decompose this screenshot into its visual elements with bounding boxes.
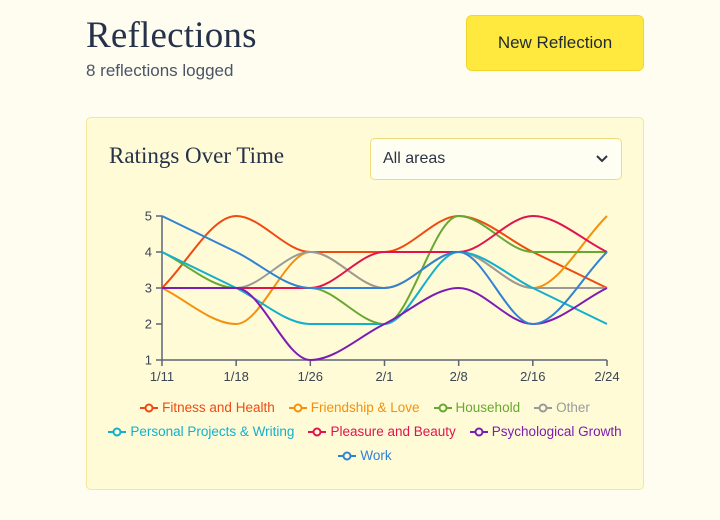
area-filter-select[interactable]: All areas <box>370 138 622 180</box>
legend-label: Personal Projects & Writing <box>130 424 295 439</box>
legend-marker-icon <box>108 427 127 436</box>
legend-item[interactable]: Friendship & Love <box>288 399 420 416</box>
series-line-household <box>161 214 607 326</box>
legend-marker-icon <box>534 403 553 412</box>
chevron-down-icon <box>596 155 608 163</box>
ratings-line-chart: 1 2 3 4 5 1/11 1/18 1/26 2/1 2/8 2/16 2/24 <box>145 209 620 385</box>
legend-item[interactable]: Work <box>338 447 392 464</box>
legend-marker-icon <box>338 451 357 460</box>
x-tick-label: 1/11 <box>150 369 174 384</box>
y-tick-label: 4 <box>145 245 152 260</box>
legend-item[interactable]: Pleasure and Beauty <box>308 423 456 440</box>
legend-marker-icon <box>433 403 452 412</box>
legend-marker-icon <box>140 403 159 412</box>
legend-marker-icon <box>469 427 488 436</box>
series-line-work <box>161 215 608 326</box>
y-tick-label: 2 <box>145 317 152 332</box>
series-line-other <box>162 250 607 290</box>
x-tick-label: 2/8 <box>450 369 468 384</box>
legend-label: Household <box>455 400 521 415</box>
legend-item[interactable]: Fitness and Health <box>140 399 275 416</box>
x-tick-label: 2/16 <box>520 369 545 384</box>
chart-title: Ratings Over Time <box>109 143 285 168</box>
legend-marker-icon <box>308 427 327 436</box>
legend-item[interactable]: Household <box>433 399 521 416</box>
legend-label: Friendship & Love <box>310 400 420 415</box>
legend-label: Work <box>360 448 392 463</box>
chart-legend: Fitness and Health Friendship & Love House… <box>87 399 643 464</box>
x-tick-label: 1/18 <box>224 369 249 384</box>
legend-label: Psychological Growth <box>491 424 622 439</box>
legend-item[interactable]: Psychological Growth <box>469 423 622 440</box>
legend-label: Other <box>556 400 590 415</box>
page-title: Reflections <box>86 15 257 56</box>
reflection-count: 8 reflections logged <box>86 61 234 80</box>
x-tick-label: 1/26 <box>298 369 323 384</box>
y-tick-label: 3 <box>145 281 152 296</box>
x-tick-label: 2/24 <box>594 369 619 384</box>
legend-item[interactable]: Other <box>534 399 590 416</box>
x-tick-label: 2/1 <box>375 369 393 384</box>
area-filter-value: All areas <box>383 150 446 167</box>
chart-card: Ratings Over Time All areas 1 2 3 4 5 1/11 1/1… <box>86 117 644 490</box>
legend-label: Pleasure and Beauty <box>330 424 456 439</box>
series-line-friendship-love <box>161 215 608 326</box>
legend-item[interactable]: Personal Projects & Writing <box>108 423 294 440</box>
y-tick-label: 5 <box>145 209 152 224</box>
legend-marker-icon <box>288 403 307 412</box>
y-tick-label: 1 <box>145 353 152 368</box>
new-reflection-button[interactable]: New Reflection <box>466 15 644 71</box>
legend-label: Fitness and Health <box>162 400 275 415</box>
